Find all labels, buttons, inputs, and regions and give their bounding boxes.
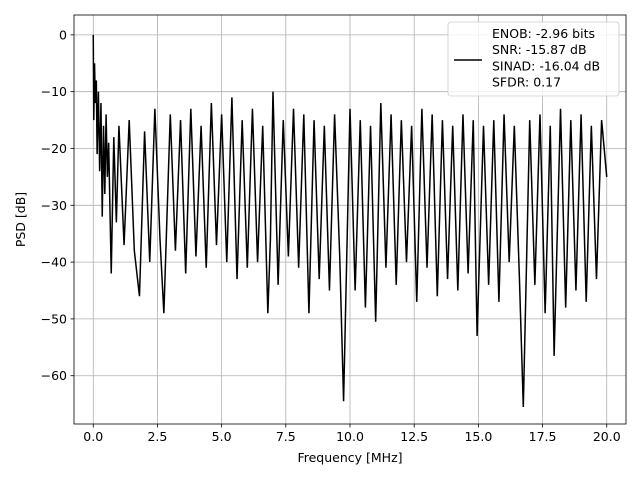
y-tick-label: −10 <box>41 84 67 99</box>
legend-entry-line: ENOB: -2.96 bits <box>492 26 595 41</box>
x-tick-label: 12.5 <box>400 429 428 444</box>
x-tick-label: 5.0 <box>212 429 232 444</box>
x-tick-label: 20.0 <box>593 429 621 444</box>
y-tick-label: 0 <box>59 27 67 42</box>
x-tick-label: 15.0 <box>464 429 492 444</box>
y-tick-label: −20 <box>41 141 67 156</box>
x-axis-label: Frequency [MHz] <box>297 450 402 465</box>
y-tick-label: −30 <box>41 198 67 213</box>
series-line <box>92 34 608 407</box>
y-tick-label: −40 <box>41 255 67 270</box>
legend-box <box>447 21 620 97</box>
legend-entry-line: SNR: -15.87 dB <box>492 42 587 57</box>
series-layer <box>92 34 608 407</box>
y-tick-label: −50 <box>41 311 67 326</box>
legend-entry-line: SFDR: 0.17 <box>492 75 561 90</box>
y-ticks: 0 −10 −20 −30 −40 −50 −60 <box>41 27 74 383</box>
x-tick-label: 2.5 <box>147 429 167 444</box>
x-tick-label: 7.5 <box>276 429 296 444</box>
x-ticks: 0.0 2.5 5.0 7.5 10.0 12.5 15.0 17.5 20.0 <box>83 424 621 444</box>
x-tick-label: 0.0 <box>83 429 103 444</box>
x-tick-label: 10.0 <box>336 429 364 444</box>
legend-entry-line: SINAD: -16.04 dB <box>492 58 600 73</box>
y-tick-label: −60 <box>41 368 67 383</box>
y-axis-label: PSD [dB] <box>13 192 28 247</box>
x-tick-label: 17.5 <box>529 429 557 444</box>
